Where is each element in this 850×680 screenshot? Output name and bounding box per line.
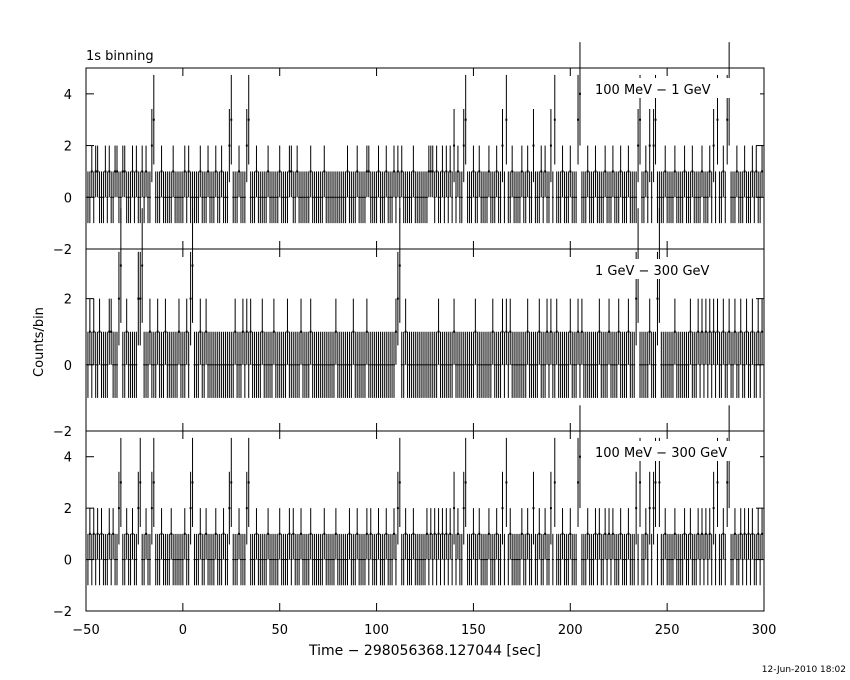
y-tick-label: −2 [53,425,72,440]
x-tick-label: 150 [461,623,486,638]
x-tick-label: 250 [655,623,680,638]
x-axis-label: Time − 298056368.127044 [sec] [308,643,541,659]
top-panel: −2 0 2 4 100 MeV − 1 GeV [53,42,765,258]
panel-label: 100 MeV − 1 GeV [595,83,711,98]
panel-label-bg [590,78,760,98]
panel-label-bg [590,441,760,461]
x-tick-label: 300 [752,623,777,638]
y-tick-label: 4 [64,88,72,103]
panel-label: 100 MeV − 300 GeV [595,446,727,461]
y-tick-label: 0 [64,359,72,374]
middle-panel: −2 0 2 1 GeV − 300 GeV [53,208,765,440]
panel-frame [85,430,765,612]
y-axis-label: Counts/bin [32,307,47,377]
x-tick-label: 0 [179,623,187,638]
timestamp: 12-Jun-2010 18:02 [762,665,846,675]
y-tick-label: 2 [64,293,72,308]
y-tick-label: 2 [64,502,72,517]
y-tick-label: 0 [64,191,72,206]
y-tick-label: 4 [64,451,72,466]
y-tick-label: 0 [64,554,72,569]
x-tick-label: 200 [558,623,583,638]
y-tick-label: 2 [64,140,72,155]
y-tick-label: −2 [53,243,72,258]
y-tick-label: −2 [53,605,72,620]
x-tick-label: −50 [72,623,99,638]
figure-title: 1s binning [86,49,154,64]
panel-label-bg [590,259,760,279]
panel-label: 1 GeV − 300 GeV [595,264,710,279]
x-tick-label: 100 [364,623,389,638]
bottom-panel: −2 0 2 4 100 MeV − 300 GeV −50 0 50 100 150 200 250… [53,405,777,638]
x-tick-label: 50 [271,623,288,638]
